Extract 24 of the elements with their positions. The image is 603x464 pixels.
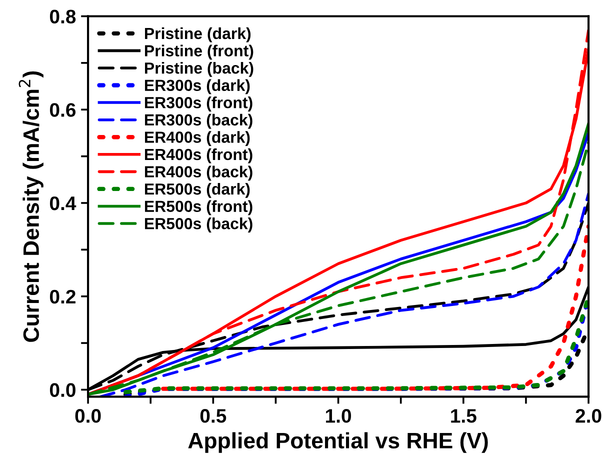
legend-label: Pristine (back) <box>145 62 254 77</box>
legend-label: ER500s (front) <box>145 200 252 216</box>
legend-label: ER300s (front) <box>145 96 252 112</box>
x-axis-title: Applied Potential vs RHE (V) <box>188 432 488 453</box>
legend-label: ER300s (back) <box>145 114 252 129</box>
x-tick-label: 2.0 <box>576 409 602 423</box>
x-tick-label: 0.5 <box>200 409 226 423</box>
legend-label: Pristine (dark) <box>145 27 251 42</box>
y-tick-label: 0.0 <box>50 383 76 397</box>
legend-label: ER500s (back) <box>145 218 252 232</box>
y-axis-title: Current Density (mA/cm$^{2}$) <box>18 71 44 342</box>
y-tick-label: 0.4 <box>50 196 76 210</box>
legend-label: Pristine (front) <box>145 44 254 60</box>
x-tick-label: 1.5 <box>451 409 476 423</box>
legend-label: ER400s (front) <box>145 148 252 164</box>
y-tick-label: 0.2 <box>50 290 76 304</box>
x-tick-label: 1.0 <box>326 409 351 423</box>
legend-label: ER500s (dark) <box>145 182 250 198</box>
y-tick-label: 0.6 <box>50 103 76 117</box>
legend-label: ER400s (dark) <box>145 131 250 146</box>
y-tick-label: 0.8 <box>50 10 76 24</box>
x-tick-label: 0.0 <box>75 409 101 423</box>
legend-label: ER400s (back) <box>145 166 252 181</box>
legend-label: ER300s (dark) <box>145 79 250 94</box>
